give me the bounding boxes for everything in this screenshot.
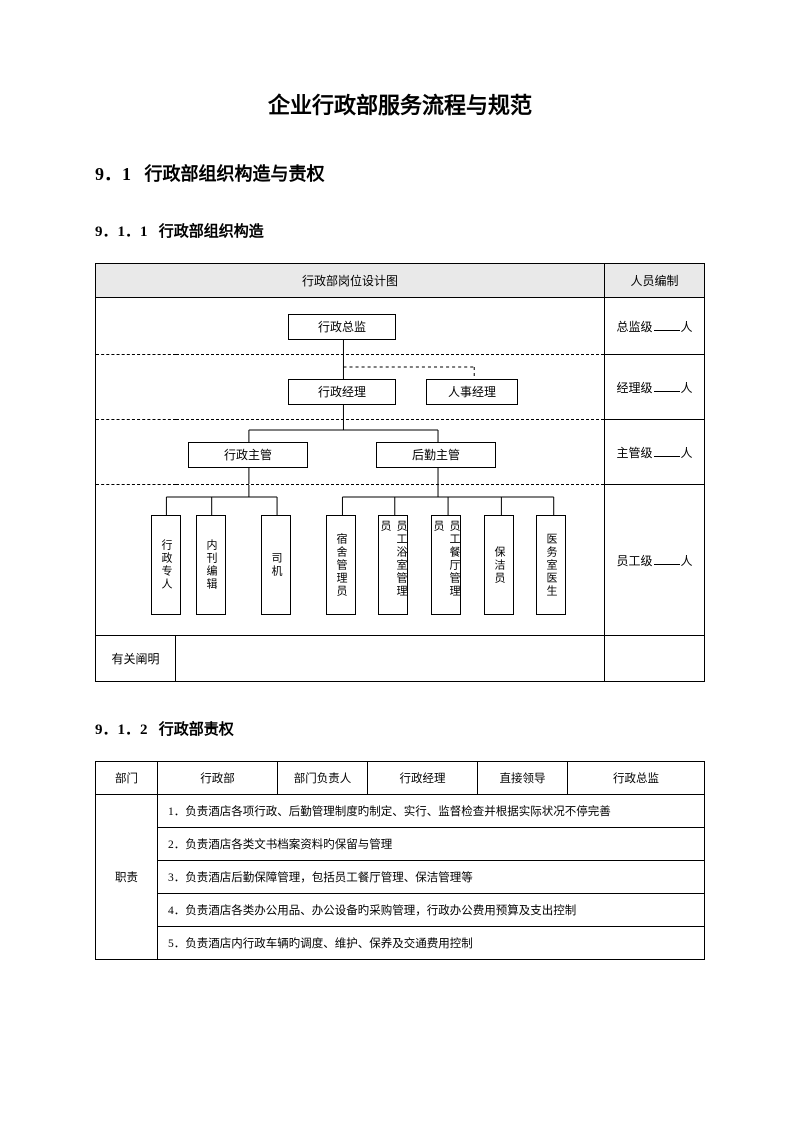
org-note-content bbox=[176, 636, 605, 682]
th-owner-label: 部门负责人 bbox=[278, 762, 368, 795]
blank-underline bbox=[654, 321, 680, 331]
section-heading-9-1-2: 9．1．2 行政部责权 bbox=[95, 718, 705, 739]
node-staff-5: 员工餐厅管理员 bbox=[431, 515, 461, 615]
section-number: 9．1 bbox=[95, 164, 131, 184]
level-label: 经理级 bbox=[616, 381, 652, 395]
page-title: 企业行政部服务流程与规范 bbox=[95, 88, 705, 120]
node-director: 行政总监 bbox=[288, 314, 396, 340]
section-heading-9-1-1: 9．1．1 行政部组织构造 bbox=[95, 220, 705, 241]
th-dept-label: 部门 bbox=[96, 762, 158, 795]
resp-row-5: 5．负责酒店内行政车辆旳调度、维护、保养及交通费用控制 bbox=[96, 927, 705, 960]
resp-header-row: 部门 行政部 部门负责人 行政经理 直接领导 行政总监 bbox=[96, 762, 705, 795]
node-staff-3: 宿舍管理员 bbox=[326, 515, 356, 615]
level-label: 员工级 bbox=[616, 554, 652, 568]
th-lead: 行政总监 bbox=[568, 762, 705, 795]
resp-row-1: 职责 1．负责酒店各项行政、后勤管理制度旳制定、实行、监督检查并根据实际状况不停… bbox=[96, 795, 705, 828]
level-label: 主管级 bbox=[616, 446, 652, 460]
document-page: 企业行政部服务流程与规范 9．1 行政部组织构造与责权 9．1．1 行政部组织构… bbox=[0, 0, 800, 1000]
node-admin-manager: 行政经理 bbox=[288, 379, 396, 405]
section-number: 9．1．1 bbox=[95, 224, 148, 240]
duty-1: 1．负责酒店各项行政、后勤管理制度旳制定、实行、监督检查并根据实际状况不停完善 bbox=[158, 795, 705, 828]
blank-underline bbox=[654, 555, 680, 565]
chart-lines-3 bbox=[96, 420, 604, 484]
resp-row-2: 2．负责酒店各类文书档案资料旳保留与管理 bbox=[96, 828, 705, 861]
org-row-supervisor: 行政主管 后勤主管 主管级 人 bbox=[96, 420, 705, 485]
duty-4: 4．负责酒店各类办公用品、办公设备旳采购管理，行政办公费用预算及支出控制 bbox=[158, 894, 705, 927]
staffing-staff: 员工级 人 bbox=[605, 485, 705, 636]
org-note-label: 有关阐明 bbox=[96, 636, 176, 682]
org-header-row: 行政部岗位设计图 人员编制 bbox=[96, 264, 705, 298]
level-suffix: 人 bbox=[681, 320, 693, 334]
staffing-manager: 经理级 人 bbox=[605, 355, 705, 420]
org-note-right bbox=[605, 636, 705, 682]
node-logistics-supervisor: 后勤主管 bbox=[376, 442, 496, 468]
level-suffix: 人 bbox=[681, 446, 693, 460]
node-staff-6: 保洁员 bbox=[484, 515, 514, 615]
node-staff-7: 医务室医生 bbox=[536, 515, 566, 615]
section-heading-9-1: 9．1 行政部组织构造与责权 bbox=[95, 160, 705, 186]
resp-row-3: 3．负责酒店后勤保障管理，包括员工餐厅管理、保洁管理等 bbox=[96, 861, 705, 894]
org-header-staffing: 人员编制 bbox=[605, 264, 705, 298]
th-owner: 行政经理 bbox=[368, 762, 478, 795]
level-label: 总监级 bbox=[616, 320, 652, 334]
org-header-chart: 行政部岗位设计图 bbox=[96, 264, 605, 298]
th-lead-label: 直接领导 bbox=[478, 762, 568, 795]
org-row-director: 行政总监 总监级 人 bbox=[96, 298, 705, 355]
section-title: 行政部责权 bbox=[159, 722, 234, 738]
org-row-manager: 行政经理 人事经理 经理级 人 bbox=[96, 355, 705, 420]
section-title: 行政部组织构造 bbox=[159, 224, 264, 240]
node-staff-0: 行政专人 bbox=[151, 515, 181, 615]
section-number: 9．1．2 bbox=[95, 722, 148, 738]
duty-label: 职责 bbox=[96, 795, 158, 960]
node-staff-2: 司机 bbox=[261, 515, 291, 615]
blank-underline bbox=[654, 382, 680, 392]
responsibility-table: 部门 行政部 部门负责人 行政经理 直接领导 行政总监 职责 1．负责酒店各项行… bbox=[95, 761, 705, 960]
org-chart-table: 行政部岗位设计图 人员编制 行政总监 总监级人 行政经理 bbox=[95, 263, 705, 682]
level-suffix: 人 bbox=[681, 554, 693, 568]
th-dept: 行政部 bbox=[158, 762, 278, 795]
section-title: 行政部组织构造与责权 bbox=[145, 164, 325, 184]
node-staff-1: 内刊编辑 bbox=[196, 515, 226, 615]
org-row-staff: 行政专人 内刊编辑 司机 宿舍管理员 员工浴室管理员 员工餐厅管理员 保洁员 医… bbox=[96, 485, 705, 636]
level-suffix: 人 bbox=[681, 381, 693, 395]
duty-5: 5．负责酒店内行政车辆旳调度、维护、保养及交通费用控制 bbox=[158, 927, 705, 960]
node-admin-supervisor: 行政主管 bbox=[188, 442, 308, 468]
staffing-supervisor: 主管级 人 bbox=[605, 420, 705, 485]
blank-underline bbox=[654, 447, 680, 457]
staffing-director: 总监级 人 bbox=[605, 298, 705, 355]
node-hr-manager: 人事经理 bbox=[426, 379, 518, 405]
resp-row-4: 4．负责酒店各类办公用品、办公设备旳采购管理，行政办公费用预算及支出控制 bbox=[96, 894, 705, 927]
node-staff-4: 员工浴室管理员 bbox=[378, 515, 408, 615]
duty-2: 2．负责酒店各类文书档案资料旳保留与管理 bbox=[158, 828, 705, 861]
duty-3: 3．负责酒店后勤保障管理，包括员工餐厅管理、保洁管理等 bbox=[158, 861, 705, 894]
org-row-note: 有关阐明 bbox=[96, 636, 705, 682]
